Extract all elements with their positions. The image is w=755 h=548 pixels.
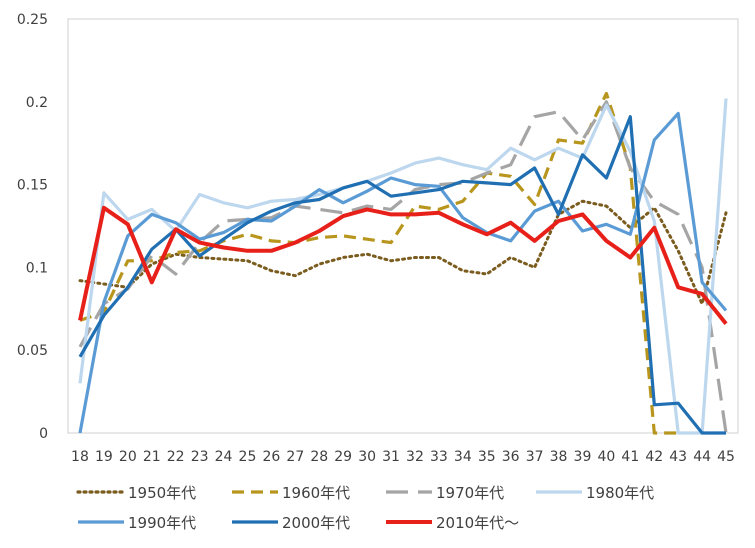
x-tick-label: 35 bbox=[478, 449, 496, 465]
legend-label: 1960年代 bbox=[282, 484, 350, 502]
x-tick-label: 41 bbox=[621, 449, 639, 465]
x-tick-label: 31 bbox=[382, 449, 400, 465]
y-tick-label: 0 bbox=[39, 426, 48, 442]
x-tick-label: 40 bbox=[597, 449, 615, 465]
x-tick-label: 24 bbox=[215, 449, 233, 465]
series-line-1980年代 bbox=[78, 98, 728, 435]
series-group bbox=[78, 91, 728, 435]
y-tick-label: 0.15 bbox=[17, 178, 48, 194]
x-tick-label: 42 bbox=[645, 449, 663, 465]
x-tick-label: 39 bbox=[574, 449, 592, 465]
x-tick-label: 25 bbox=[239, 449, 257, 465]
legend: 1950年代 1960年代 1970年代 1980年代 1990年代 2000年代 2010… bbox=[76, 484, 654, 532]
series-line-1990年代 bbox=[78, 111, 728, 434]
x-tick-label: 18 bbox=[71, 449, 89, 465]
x-tick-label: 36 bbox=[502, 449, 520, 465]
x-tick-label: 20 bbox=[119, 449, 137, 465]
legend-label: 1950年代 bbox=[128, 484, 196, 502]
x-tick-label: 32 bbox=[406, 449, 424, 465]
legend-label: 2000年代 bbox=[282, 514, 350, 532]
y-tick-label: 0.25 bbox=[17, 12, 48, 28]
legend-label: 2010年代〜 bbox=[436, 514, 519, 532]
plot-area-border bbox=[67, 18, 739, 434]
x-tick-label: 21 bbox=[143, 449, 161, 465]
series-line-2000年代 bbox=[78, 115, 726, 435]
x-tick-label: 43 bbox=[669, 449, 687, 465]
legend-label: 1970年代 bbox=[436, 484, 504, 502]
x-tick-label: 27 bbox=[286, 449, 304, 465]
y-tick-label: 0.05 bbox=[17, 343, 48, 359]
x-tick-label: 26 bbox=[262, 449, 280, 465]
series-line-2010年代〜 bbox=[78, 205, 728, 325]
x-tick-label: 37 bbox=[526, 449, 544, 465]
x-tick-label: 28 bbox=[310, 449, 328, 465]
legend-label: 1990年代 bbox=[128, 514, 196, 532]
series-line-1970年代 bbox=[78, 100, 728, 434]
x-axis: 18 19 20 21 22 23 24 25 26 27 28 29 30 31 32 33 34 35 36 37… bbox=[71, 449, 735, 465]
legend-label: 1980年代 bbox=[586, 484, 654, 502]
x-tick-label: 22 bbox=[167, 449, 185, 465]
y-axis: 0 0.05 0.1 0.15 0.2 0.25 bbox=[17, 12, 48, 442]
y-tick-label: 0.2 bbox=[26, 95, 48, 111]
y-tick-label: 0.1 bbox=[26, 260, 48, 276]
x-tick-label: 45 bbox=[717, 449, 735, 465]
series-line-1960年代 bbox=[79, 91, 679, 435]
x-tick-label: 44 bbox=[693, 449, 711, 465]
x-tick-label: 19 bbox=[95, 449, 113, 465]
x-tick-label: 34 bbox=[454, 449, 472, 465]
x-tick-label: 30 bbox=[358, 449, 376, 465]
x-tick-label: 29 bbox=[334, 449, 352, 465]
x-tick-label: 38 bbox=[550, 449, 568, 465]
x-tick-label: 23 bbox=[191, 449, 209, 465]
x-tick-label: 33 bbox=[430, 449, 448, 465]
